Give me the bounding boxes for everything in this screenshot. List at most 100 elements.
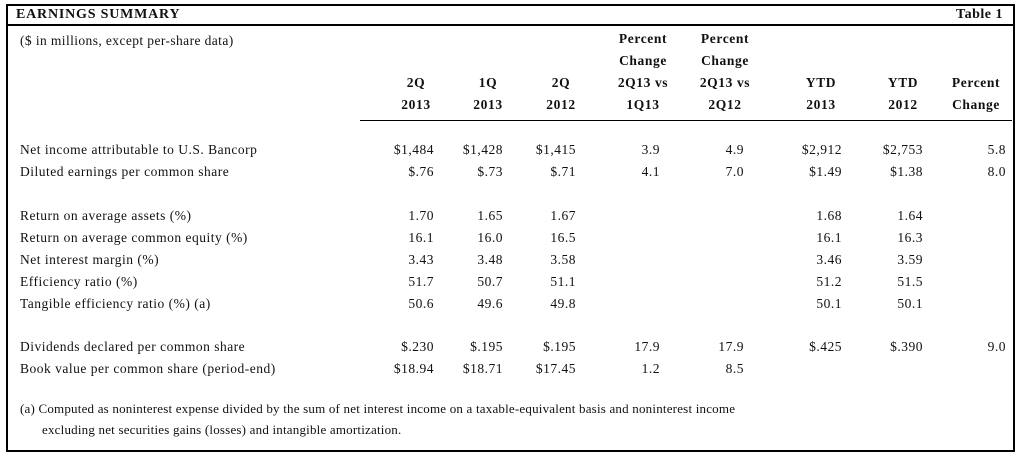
table-cell: 1.70 — [408, 208, 434, 223]
table-cell: $18.94 — [393, 361, 434, 376]
table-cell: 3.48 — [477, 252, 503, 267]
column-header-5-line3: 2Q13 vs — [699, 75, 751, 90]
table-cell: 1.65 — [477, 208, 503, 223]
table-cell: $.195 — [470, 339, 503, 354]
row-label: Tangible efficiency ratio (%) (a) — [20, 296, 211, 311]
column-header-3-line4: 2012 — [546, 97, 576, 112]
column-header-4-line1: Percent — [618, 31, 668, 46]
column-header-5-line2: Change — [701, 53, 749, 68]
table-cell: 51.5 — [897, 274, 923, 289]
table-cell: $1.49 — [809, 164, 842, 179]
table-cell: $18.71 — [462, 361, 503, 376]
column-header-2-line4: 2013 — [473, 97, 503, 112]
row-label: Efficiency ratio (%) — [20, 274, 138, 289]
column-header-7-line3: YTD — [887, 75, 919, 90]
table-cell: 9.0 — [987, 339, 1006, 354]
table-cell: 17.9 — [718, 339, 744, 354]
column-header-3-line3: 2Q — [551, 75, 571, 90]
table-row: Return on average common equity (%) 16.1 1… — [8, 227, 1013, 248]
row-label: Net interest margin (%) — [20, 252, 160, 267]
table-row: Tangible efficiency ratio (%) (a) 50.6 49.… — [8, 293, 1013, 314]
table-cell: 16.5 — [550, 230, 576, 245]
column-header-5-line4: 2Q12 — [708, 97, 742, 112]
table-cell: 1.64 — [897, 208, 923, 223]
table-cell: $1,415 — [535, 142, 576, 157]
table-cell: $2,912 — [801, 142, 842, 157]
column-header-8-line3: Percent — [951, 75, 1001, 90]
table-cell: 16.0 — [477, 230, 503, 245]
column-header-4-line2: Change — [619, 53, 667, 68]
title-bar: EARNINGS SUMMARY Table 1 — [8, 6, 1013, 26]
row-label: Return on average common equity (%) — [20, 230, 248, 245]
row-label: Dividends declared per common share — [20, 339, 246, 354]
column-header-6-line3: YTD — [805, 75, 837, 90]
table-cell: 50.1 — [816, 296, 842, 311]
column-header-4-line3: 2Q13 vs — [617, 75, 669, 90]
table-cell: 8.5 — [725, 361, 744, 376]
table-cell: 17.9 — [634, 339, 660, 354]
table-title: EARNINGS SUMMARY — [16, 7, 181, 22]
table-cell: 8.0 — [987, 164, 1006, 179]
table-cell: 3.9 — [641, 142, 660, 157]
table-row: Return on average assets (%) 1.70 1.65 1.67… — [8, 205, 1013, 226]
row-label: Diluted earnings per common share — [20, 164, 230, 179]
table-cell: 3.58 — [550, 252, 576, 267]
earnings-summary-table: EARNINGS SUMMARY Table 1 ($ in millions,… — [6, 4, 1015, 452]
table-cell: 3.43 — [408, 252, 434, 267]
column-header-1-line3: 2Q — [406, 75, 426, 90]
table-cell: $.195 — [543, 339, 576, 354]
table-cell: 4.9 — [725, 142, 744, 157]
table-cell: 5.8 — [987, 142, 1006, 157]
table-number: Table 1 — [956, 7, 1003, 22]
table-row: Book value per common share (period-end)… — [8, 358, 1013, 379]
table-cell: $.76 — [408, 164, 434, 179]
footnote-line-2: excluding net securities gains (losses) … — [42, 422, 402, 437]
table-cell: 4.1 — [641, 164, 660, 179]
table-cell: 49.6 — [477, 296, 503, 311]
column-header-5-line1: Percent — [700, 31, 750, 46]
column-header-6-line4: 2013 — [806, 97, 836, 112]
table-row: Net interest margin (%) 3.43 3.48 3.58 3.46 3… — [8, 249, 1013, 270]
table-cell: $.390 — [890, 339, 923, 354]
table-cell: 49.8 — [550, 296, 576, 311]
table-cell: 16.1 — [816, 230, 842, 245]
table-cell: 50.6 — [408, 296, 434, 311]
column-header-2-line3: 1Q — [478, 75, 498, 90]
table-cell: $.73 — [477, 164, 503, 179]
table-cell: $.230 — [401, 339, 434, 354]
header-rule — [360, 120, 1012, 121]
footnote-line-1: (a) Computed as noninterest expense divi… — [20, 401, 736, 416]
table-cell: $17.45 — [535, 361, 576, 376]
table-cell: 51.1 — [550, 274, 576, 289]
table-cell: 1.67 — [550, 208, 576, 223]
table-row: Efficiency ratio (%) 51.7 50.7 51.1 51.2 51.5 — [8, 271, 1013, 292]
table-cell: 16.1 — [408, 230, 434, 245]
units-note: ($ in millions, except per-share data) — [20, 33, 234, 48]
table-row: Net income attributable to U.S. Bancorp $… — [8, 139, 1013, 160]
table-cell: 1.68 — [816, 208, 842, 223]
row-label: Return on average assets (%) — [20, 208, 192, 223]
table-cell: $1.38 — [890, 164, 923, 179]
table-cell: $2,753 — [882, 142, 923, 157]
table-cell: 3.59 — [897, 252, 923, 267]
table-cell: 16.3 — [897, 230, 923, 245]
table-row: Diluted earnings per common share $.76 $.7… — [8, 161, 1013, 182]
table-cell: $.71 — [550, 164, 576, 179]
row-label: Book value per common share (period-end) — [20, 361, 276, 376]
row-label: Net income attributable to U.S. Bancorp — [20, 142, 258, 157]
column-header-1-line4: 2013 — [401, 97, 431, 112]
table-cell: 50.1 — [897, 296, 923, 311]
table-cell: 51.2 — [816, 274, 842, 289]
table-row: Dividends declared per common share $.230… — [8, 336, 1013, 357]
table-cell: 7.0 — [725, 164, 744, 179]
column-header-8-line4: Change — [952, 97, 1000, 112]
table-cell: 3.46 — [816, 252, 842, 267]
column-header-7-line4: 2012 — [888, 97, 918, 112]
table-cell: 51.7 — [408, 274, 434, 289]
table-cell: 50.7 — [477, 274, 503, 289]
table-cell: $1,484 — [393, 142, 434, 157]
table-cell: $1,428 — [462, 142, 503, 157]
table-cell: 1.2 — [641, 361, 660, 376]
table-cell: $.425 — [809, 339, 842, 354]
column-header-4-line4: 1Q13 — [626, 97, 660, 112]
